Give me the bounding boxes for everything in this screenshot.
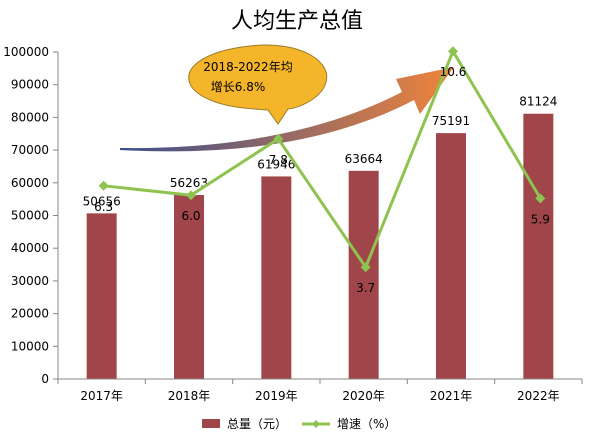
growth-point bbox=[186, 190, 196, 201]
growth-value-label: 3.7 bbox=[356, 281, 375, 295]
growth-point bbox=[535, 193, 546, 204]
legend-line-marker bbox=[312, 420, 320, 428]
x-tick-label: 2021年 bbox=[430, 389, 473, 403]
y-tick-label: 60000 bbox=[11, 176, 49, 190]
bar-value-label: 75191 bbox=[432, 114, 470, 128]
y-tick-label: 0 bbox=[41, 372, 49, 386]
y-tick-label: 50000 bbox=[11, 209, 49, 223]
bar-value-label: 81124 bbox=[519, 95, 557, 109]
y-tick-label: 100000 bbox=[3, 45, 49, 59]
legend-bar-label: 总量（元） bbox=[227, 417, 287, 431]
y-tick-label: 40000 bbox=[11, 241, 49, 255]
bar-value-label: 56263 bbox=[170, 176, 208, 190]
x-tick-label: 2019年 bbox=[255, 389, 298, 403]
growth-value-label: 5.9 bbox=[531, 212, 550, 226]
legend-line-label: 增速（%） bbox=[337, 417, 396, 431]
legend-bar-swatch bbox=[202, 419, 220, 428]
growth-value-label: 6.0 bbox=[181, 209, 200, 223]
bar bbox=[174, 195, 204, 379]
bar bbox=[261, 176, 292, 379]
y-tick-label: 70000 bbox=[11, 143, 49, 157]
y-tick-label: 20000 bbox=[11, 307, 49, 321]
callout-line1: 2018-2022年均 bbox=[203, 60, 292, 74]
growth-value-label: 6.3 bbox=[94, 200, 113, 214]
growth-line: 6.3 6.0 7.8 3.7 10.6 5.9 bbox=[94, 46, 550, 295]
bar bbox=[348, 170, 379, 379]
x-tick-label: 2020年 bbox=[342, 389, 385, 403]
bar-value-label: 61946 bbox=[257, 157, 295, 171]
bar bbox=[86, 213, 117, 379]
x-tick-label: 2022年 bbox=[517, 389, 560, 403]
y-axis: 0 10000 20000 30000 40000 50000 60000 70000 8000… bbox=[3, 45, 59, 386]
growth-series-line bbox=[103, 49, 542, 269]
growth-arrow-shape bbox=[120, 67, 454, 152]
growth-callout: 2018-2022年均 增长6.8% bbox=[188, 44, 328, 125]
callout-bubble bbox=[188, 44, 328, 125]
growth-point bbox=[273, 133, 284, 144]
y-tick-label: 80000 bbox=[11, 110, 49, 124]
x-tick-label: 2017年 bbox=[80, 389, 123, 403]
bar bbox=[436, 133, 466, 379]
chart-title: 人均生产总值 bbox=[231, 9, 363, 34]
bar-value-label: 63664 bbox=[345, 152, 383, 166]
growth-point bbox=[360, 262, 371, 273]
growth-value-label: 7.8 bbox=[269, 153, 288, 167]
growth-value-label: 10.6 bbox=[440, 65, 467, 79]
x-tick-label: 2018年 bbox=[168, 389, 211, 403]
y-tick-label: 10000 bbox=[11, 339, 49, 353]
bar bbox=[523, 113, 554, 379]
growth-point bbox=[448, 46, 458, 57]
y-tick-label: 30000 bbox=[11, 274, 49, 288]
legend: 总量（元） 增速（%） bbox=[202, 417, 396, 431]
y-tick-label: 90000 bbox=[11, 78, 49, 92]
callout-line2: 增长6.8% bbox=[211, 80, 266, 94]
growth-point bbox=[98, 180, 109, 191]
bar-value-label: 50656 bbox=[83, 194, 121, 208]
bars: 50656 56263 61946 63664 75191 81124 bbox=[83, 95, 557, 379]
x-axis: 2017年 2018年 2019年 2020年 2021年 2022年 bbox=[57, 378, 583, 403]
growth-arrow bbox=[120, 67, 454, 152]
